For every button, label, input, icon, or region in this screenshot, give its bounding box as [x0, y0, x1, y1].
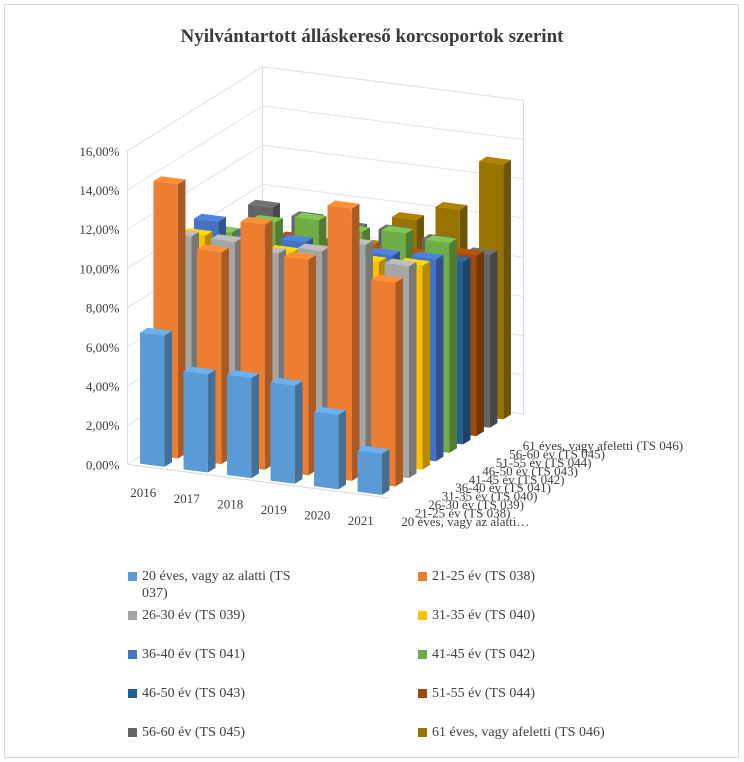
- legend-label: 56-60 év (TS 045): [142, 725, 246, 740]
- depth-tick-label: 20 éves, vagy az alatti…: [401, 514, 529, 529]
- bar: [183, 366, 216, 473]
- legend-label: 20 éves, vagy az alatti (TS 037): [142, 569, 291, 601]
- legend-label: 51-55 év (TS 044): [432, 686, 536, 701]
- legend-swatch: [418, 611, 427, 620]
- legend-swatch: [128, 689, 137, 698]
- legend-label: 26-30 év (TS 039): [142, 608, 246, 623]
- y-tick-label: 16,00%: [79, 144, 119, 159]
- legend-label: 61 éves, vagy afeletti (TS 046): [432, 725, 605, 740]
- depth-tick-label: 26-30 év (TS 039): [428, 497, 524, 512]
- legend-label: 21-25 év (TS 038): [432, 569, 536, 584]
- legend-label: 41-45 év (TS 042): [432, 647, 536, 662]
- depth-tick-label: 56-60 év (TS 045): [509, 447, 605, 462]
- bar: [270, 377, 303, 484]
- legend-swatch: [418, 650, 427, 659]
- depth-tick-label: 31-35 év (TS 040): [442, 489, 538, 504]
- legend-label: 36-40 év (TS 041): [142, 647, 246, 662]
- y-tick-label: 6,00%: [86, 340, 120, 355]
- x-tick-label: 2021: [348, 513, 374, 528]
- x-tick-label: 2020: [304, 508, 330, 523]
- chart-plot: 0,00% 2,00% 4,00% 6,00% 8,00% 10,00% 12,00% 14,…: [79, 66, 683, 529]
- bar: [140, 327, 172, 467]
- legend-label: 31-35 év (TS 040): [432, 608, 536, 623]
- depth-tick-label: 46-50 év (TS 043): [482, 463, 578, 478]
- y-tick-label: 8,00%: [86, 301, 120, 316]
- y-tick-label: 4,00%: [86, 379, 120, 394]
- depth-axis: 20 éves, vagy az alatti…21-25 év (TS 038…: [401, 438, 683, 529]
- legend-swatch: [418, 689, 427, 698]
- legend-label: 46-50 év (TS 043): [142, 686, 246, 701]
- x-tick-label: 2018: [217, 496, 243, 511]
- depth-tick-label: 61 éves, vagy afeletti (TS 046): [523, 438, 683, 453]
- bar: [357, 445, 390, 495]
- bar: [227, 370, 259, 479]
- x-axis: 2016 2017 2018 2019 2020 2021: [130, 485, 374, 528]
- depth-tick-label: 51-55 év (TS 044): [496, 455, 592, 470]
- gridline: [127, 105, 524, 191]
- y-tick-label: 10,00%: [79, 261, 119, 276]
- x-tick-label: 2016: [130, 485, 157, 500]
- legend-swatch: [418, 572, 427, 581]
- y-tick-label: 12,00%: [79, 222, 119, 237]
- legend-swatch: [128, 611, 137, 620]
- gridline: [127, 66, 524, 152]
- y-tick-label: 2,00%: [86, 418, 120, 433]
- x-tick-label: 2019: [261, 502, 287, 517]
- y-tick-label: 0,00%: [86, 457, 120, 472]
- legend-swatch: [128, 728, 137, 737]
- bars: [140, 156, 511, 495]
- bar: [371, 274, 403, 487]
- depth-tick-label: 36-40 év (TS 041): [455, 480, 551, 495]
- legend-swatch: [418, 728, 427, 737]
- depth-tick-label: 41-45 év (TS 042): [469, 472, 565, 487]
- depth-tick-label: 21-25 év (TS 038): [415, 505, 511, 520]
- bar: [314, 407, 346, 490]
- y-tick-label: 14,00%: [79, 183, 119, 198]
- legend-swatch: [128, 572, 137, 581]
- chart-title: Nyilvántartott álláskereső korcsoportok …: [180, 26, 564, 47]
- legend-swatch: [128, 650, 137, 659]
- x-tick-label: 2017: [174, 491, 201, 506]
